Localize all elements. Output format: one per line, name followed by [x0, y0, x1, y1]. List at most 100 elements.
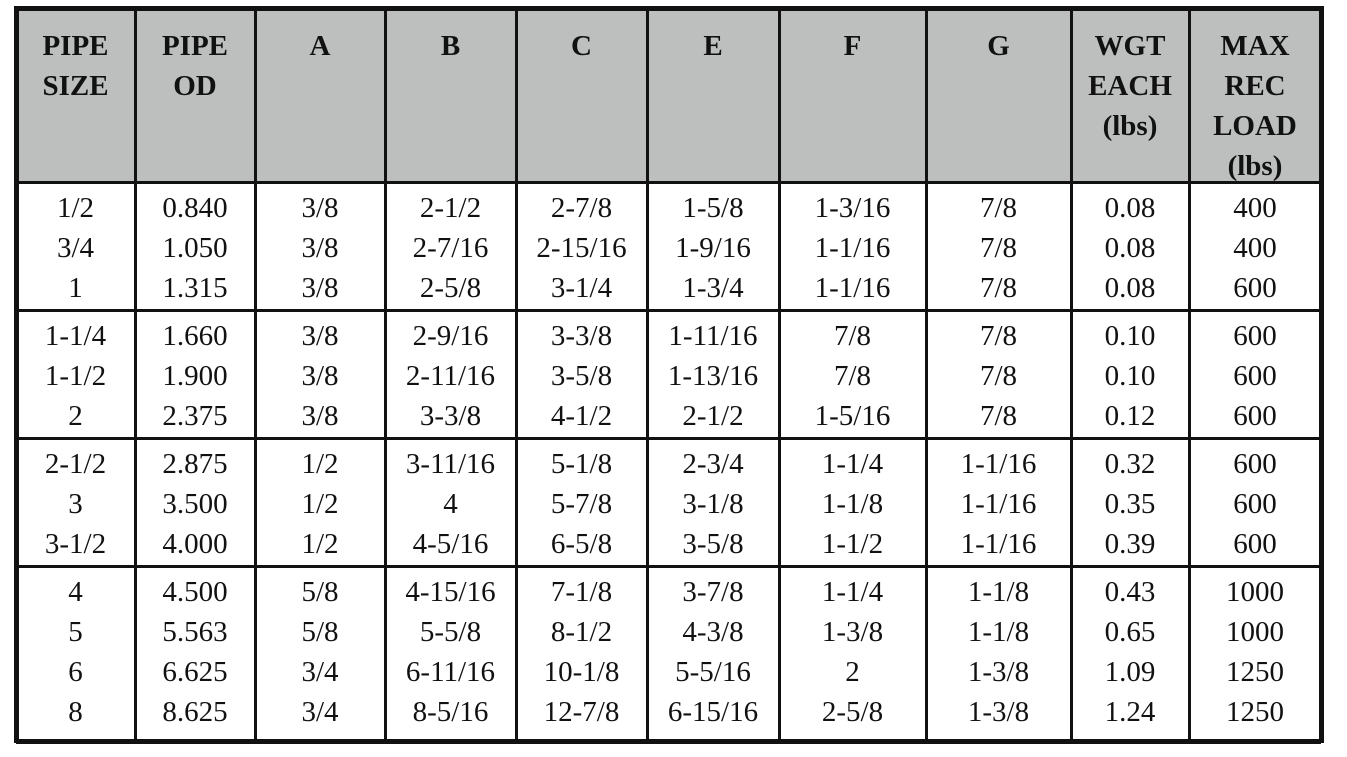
- data-cell: 0.08 0.08 0.08: [1071, 188, 1189, 308]
- column-rule: [924, 6, 928, 743]
- cell-text: 7/8: [979, 360, 1018, 392]
- cell-text: 3-7/8: [682, 576, 744, 608]
- cell-text: 400: [1233, 192, 1277, 224]
- cell-text: 6.625: [162, 656, 228, 688]
- header-text: OD: [173, 70, 217, 102]
- data-cell: 2-3/4 3-1/8 3-5/8: [647, 444, 779, 564]
- header-cell: E: [647, 8, 779, 182]
- data-cell: 3-7/8 4-3/8 5-5/16 6-15/16: [647, 572, 779, 732]
- cell-text: 7/8: [979, 320, 1018, 352]
- cell-text: 3/8: [301, 192, 339, 224]
- cell-text: 3.500: [162, 488, 228, 520]
- cell-text: 1250: [1226, 696, 1284, 728]
- cell-text: 7-1/8: [550, 576, 613, 608]
- cell-text: 3-1/8: [682, 488, 744, 520]
- cell-text: 1-1/8: [967, 616, 1030, 648]
- cell-text: 6-5/8: [550, 528, 613, 560]
- cell-text: 2-1/2: [682, 400, 744, 432]
- data-cell: 2.875 3.500 4.000: [135, 444, 255, 564]
- cell-text: 4.000: [162, 528, 228, 560]
- header-text: F: [843, 30, 862, 62]
- header-text: E: [703, 30, 723, 62]
- cell-text: 3/8: [301, 232, 339, 264]
- cell-text: 2-5/8: [821, 696, 884, 728]
- cell-text: 2-1/2: [419, 192, 482, 224]
- cell-text: 1-1/16: [960, 488, 1037, 520]
- cell-text: 4-15/16: [405, 576, 496, 608]
- cell-text: 1-11/16: [668, 320, 758, 352]
- cell-text: 3-1/2: [44, 528, 107, 560]
- cell-text: 0.08: [1104, 232, 1156, 264]
- header-text: A: [309, 30, 331, 62]
- cell-text: 1.315: [162, 272, 228, 304]
- cell-text: 1-3/8: [967, 696, 1030, 728]
- data-cell: 0.10 0.10 0.12: [1071, 316, 1189, 436]
- data-cell: 0.32 0.35 0.39: [1071, 444, 1189, 564]
- cell-text: 1.09: [1104, 656, 1156, 688]
- data-cell: 3/8 3/8 3/8: [255, 188, 385, 308]
- header-cell: G: [926, 8, 1071, 182]
- cell-text: 2.375: [162, 400, 228, 432]
- cell-text: 1-1/16: [960, 528, 1037, 560]
- cell-text: 4-1/2: [550, 400, 613, 432]
- rule: [16, 738, 1321, 744]
- cell-text: 1-3/8: [821, 616, 884, 648]
- column-rule: [1069, 6, 1073, 743]
- cell-text: 3/4: [56, 232, 95, 264]
- cell-text: 12-7/8: [543, 696, 620, 728]
- data-cell: 1-1/4 1-1/8 1-1/2: [779, 444, 926, 564]
- data-cell: 3-11/16 4 4-5/16: [385, 444, 516, 564]
- cell-text: 7/8: [979, 400, 1018, 432]
- rule: [16, 308, 1321, 312]
- data-cell: 5/8 5/8 3/4 3/4: [255, 572, 385, 732]
- column-rule: [777, 6, 781, 743]
- rule: [16, 436, 1321, 440]
- header-text: B: [440, 30, 461, 62]
- data-cell: 1/2 1/2 1/2: [255, 444, 385, 564]
- cell-text: 600: [1233, 488, 1277, 520]
- cell-text: 0.35: [1104, 488, 1156, 520]
- cell-text: 600: [1233, 400, 1277, 432]
- header-cell: B: [385, 8, 516, 182]
- data-cell: 1-1/4 1-1/2 2: [16, 316, 135, 436]
- header-text: MAX: [1220, 30, 1290, 62]
- cell-text: 3-3/8: [550, 320, 613, 352]
- cell-text: 4-3/8: [682, 616, 744, 648]
- cell-text: 1-3/16: [814, 192, 891, 224]
- cell-text: 1/2: [301, 488, 339, 520]
- data-cell: 1-1/4 1-3/8 2 2-5/8: [779, 572, 926, 732]
- header-text: C: [571, 30, 592, 62]
- cell-text: 1250: [1226, 656, 1284, 688]
- data-cell: 1-11/16 1-13/16 2-1/2: [647, 316, 779, 436]
- cell-text: 2-1/2: [44, 448, 107, 480]
- cell-text: 600: [1233, 448, 1277, 480]
- cell-text: 8.625: [162, 696, 228, 728]
- cell-text: 1000: [1226, 576, 1284, 608]
- cell-text: 5/8: [301, 576, 339, 608]
- cell-text: 8-1/2: [550, 616, 613, 648]
- header-cell: MAX REC LOAD (lbs): [1189, 8, 1321, 182]
- cell-text: 4: [68, 576, 83, 608]
- column-rule: [1318, 6, 1324, 743]
- cell-text: 1: [68, 272, 83, 304]
- header-cell: PIPE SIZE: [16, 8, 135, 182]
- cell-text: 1-1/2: [44, 360, 107, 392]
- data-cell: 600 600 600: [1189, 316, 1321, 436]
- cell-text: 0.39: [1104, 528, 1156, 560]
- cell-text: 0.08: [1104, 192, 1156, 224]
- data-cell: 2-7/8 2-15/16 3-1/4: [516, 188, 647, 308]
- cell-text: 3-11/16: [405, 448, 496, 480]
- cell-text: 1-1/8: [821, 488, 884, 520]
- column-rule: [13, 6, 19, 743]
- cell-text: 6-15/16: [667, 696, 759, 728]
- column-rule: [253, 6, 257, 743]
- cell-text: 2-5/8: [419, 272, 482, 304]
- cell-text: 1-3/4: [682, 272, 744, 304]
- rule: [16, 564, 1321, 568]
- cell-text: 6-11/16: [405, 656, 496, 688]
- cell-text: 7/8: [979, 192, 1018, 224]
- cell-text: 1-1/4: [821, 576, 884, 608]
- cell-text: 2-11/16: [405, 360, 496, 392]
- cell-text: 10-1/8: [543, 656, 620, 688]
